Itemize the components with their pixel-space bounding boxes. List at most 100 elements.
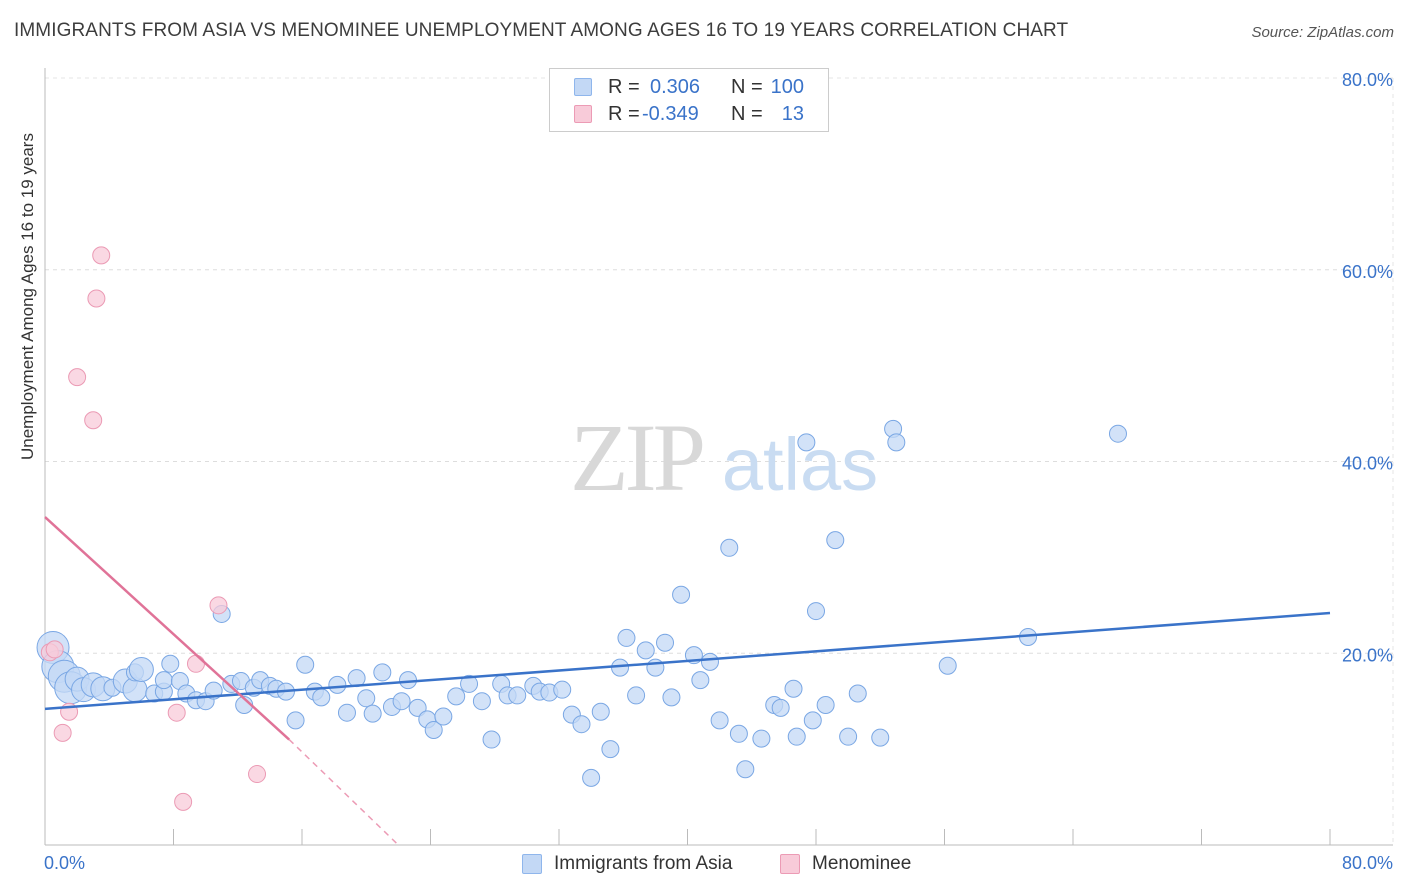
bottom-legend-label-menominee: Menominee [812,853,912,874]
watermark-atlas: atlas [722,423,878,506]
bottom-legend-asia: Immigrants from Asia [522,852,762,876]
point-asia-62 [591,702,610,721]
point-asia-34 [312,688,331,707]
point-asia-36 [337,703,356,722]
watermark-zip: ZIP [570,404,703,511]
legend-swatch-asia [574,78,592,96]
point-asia-93 [887,433,906,452]
point-asia-58 [553,680,572,699]
point-asia-76 [720,538,739,557]
x-tick-label-1: 80.0% [1342,853,1393,873]
bottom-legend-swatch-asia [522,854,542,874]
y-tick-label-2: 60.0% [1342,262,1393,282]
point-asia-51 [482,730,501,749]
point-asia-65 [617,628,636,647]
point-asia-82 [784,679,803,698]
point-asia-35 [328,675,347,694]
point-menominee-11 [209,596,228,615]
legend-r-value-menominee: -0.349 [642,103,699,125]
legend-n-label: N = [731,76,763,98]
point-asia-46 [424,720,443,739]
grid-lines [45,77,1394,845]
point-asia-96 [1108,424,1127,443]
point-asia-49 [460,674,479,693]
point-menominee-8 [167,703,186,722]
point-menominee-1 [45,640,64,659]
point-asia-83 [787,727,806,746]
point-asia-38 [357,689,376,708]
legend-row-asia: R = 0.306 N = 100 [574,74,824,100]
trend-line-menominee-extension [288,738,399,846]
point-asia-44 [408,698,427,717]
source-credit: Source: ZipAtlas.com [1251,24,1394,41]
watermark: ZIP atlas [570,404,878,511]
point-menominee-12 [248,765,267,784]
legend: R = 0.306 N = 100 R = -0.349 N = 13 [549,68,829,132]
y-tick-label-3: 80.0% [1342,70,1393,90]
point-asia-66 [627,686,646,705]
legend-n-label: N = [731,103,763,125]
point-asia-91 [871,728,890,747]
point-menominee-9 [174,792,193,811]
bottom-legend-label-asia: Immigrants from Asia [554,853,733,874]
point-asia-87 [816,696,835,715]
point-asia-86 [807,602,825,621]
point-asia-70 [662,688,681,707]
legend-r-value-asia: 0.306 [650,76,701,98]
point-asia-69 [656,633,675,652]
point-asia-15 [154,671,173,690]
point-asia-94 [938,656,957,675]
legend-n-value-asia: 100 [770,76,804,98]
point-asia-12 [128,657,154,683]
point-menominee-4 [68,368,87,387]
point-asia-60 [572,715,591,734]
point-asia-50 [472,692,491,711]
x-tick-label-0: 0.0% [44,853,85,873]
y-tick-label-0: 20.0% [1342,645,1393,665]
point-asia-39 [363,704,382,723]
point-menominee-10 [186,654,205,673]
point-menominee-7 [92,246,111,265]
legend-n-value-menominee: 13 [781,103,804,125]
point-asia-74 [700,652,719,671]
y-axis-label: Unemployment Among Ages 16 to 19 years [18,133,37,460]
point-asia-85 [803,711,822,730]
point-asia-40 [373,663,392,682]
point-asia-48 [447,687,466,706]
bottom-legend-menominee: Menominee [780,852,940,876]
point-asia-88 [826,531,845,550]
trend-line-asia [44,611,1331,711]
trend-lines [44,516,1331,846]
point-asia-89 [839,727,858,746]
point-menominee-6 [87,289,106,308]
point-asia-67 [636,641,655,660]
trend-line-menominee [44,516,290,741]
axes [44,68,1393,846]
point-asia-77 [729,724,748,743]
tick-labels: 20.0% 40.0% 60.0% 80.0% 0.0% 80.0% [44,70,1393,873]
point-asia-63 [601,740,620,759]
point-asia-71 [672,585,691,604]
bottom-legend-swatch-menominee [780,854,800,874]
legend-row-menominee: R = -0.349 N = 13 [574,101,824,127]
point-asia-78 [736,760,755,779]
chart-title: IMMIGRANTS FROM ASIA VS MENOMINEE UNEMPL… [14,20,1069,41]
point-asia-61 [582,768,601,787]
point-asia-16 [161,654,180,673]
point-asia-84 [797,433,816,452]
point-asia-31 [286,711,305,730]
point-asia-42 [392,692,411,711]
point-menominee-5 [84,411,103,430]
point-asia-81 [771,698,790,717]
point-asia-73 [691,671,710,690]
series-menominee [40,246,267,811]
legend-swatch-menominee [574,105,592,123]
point-menominee-2 [53,723,72,742]
point-asia-90 [848,684,867,703]
point-asia-75 [710,711,729,730]
point-asia-32 [296,655,315,674]
point-asia-47 [434,707,453,726]
point-asia-79 [752,729,771,748]
legend-r-label: R = [608,76,640,98]
